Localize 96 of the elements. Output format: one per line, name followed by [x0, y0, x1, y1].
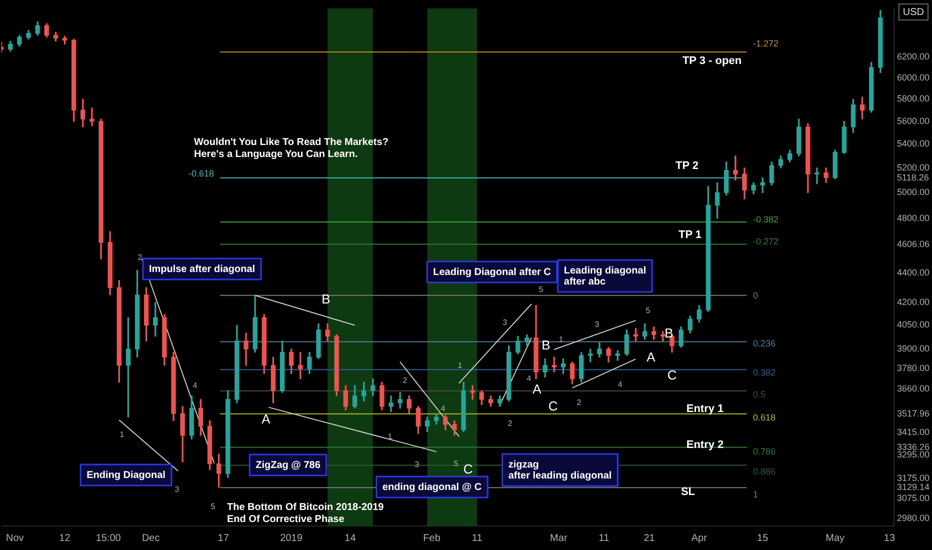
annotation: C	[463, 462, 473, 477]
x-tick-label: Feb	[423, 532, 441, 544]
annotation: 2	[138, 253, 143, 262]
annotation: 1	[120, 430, 125, 440]
annotation: 0.382	[753, 367, 776, 378]
x-tick-label: May	[826, 532, 845, 544]
y-tick-label: 5800.00	[897, 94, 930, 104]
annotation: A	[262, 412, 271, 427]
y-tick-label: 6200.00	[897, 52, 930, 62]
annotation: 2	[576, 398, 582, 408]
annotation: 1	[388, 432, 393, 442]
x-tick-label: Mar	[550, 532, 568, 544]
annotation: 0.618	[753, 412, 776, 422]
annotation: C	[667, 368, 677, 383]
x-tick-label: 14	[344, 532, 356, 544]
y-tick-label: 3295.00	[897, 450, 930, 460]
y-tick-label: 3780.00	[897, 363, 930, 374]
annotation: 3	[414, 460, 420, 470]
annotation: 3	[502, 318, 508, 328]
annotation: 4	[440, 404, 446, 414]
x-tick-label: Dec	[142, 532, 160, 544]
y-tick-label: 3175.00	[897, 472, 930, 483]
annotation: B	[542, 338, 550, 353]
x-tick-label: 17	[218, 532, 230, 544]
x-tick-label: 12	[59, 532, 71, 544]
x-tick-label: 15	[757, 532, 769, 544]
y-tick-label: 3336.26	[897, 442, 930, 452]
annotation: B	[664, 326, 674, 341]
y-tick-label: 3900.00	[897, 343, 930, 354]
annotation: -1.272	[753, 38, 779, 48]
annotation: A	[532, 382, 542, 397]
annotation: 3	[174, 485, 180, 494]
annotation: -0.382	[753, 214, 779, 224]
annotation: TP 1	[678, 229, 702, 242]
x-tick-label: 13	[884, 532, 896, 544]
annotation: 5	[646, 306, 651, 316]
annotation: 0.786	[753, 446, 776, 456]
y-tick-label: 4400.00	[897, 268, 930, 278]
y-tick-label: 5600.00	[897, 116, 930, 126]
annotation: A	[646, 350, 656, 365]
annotation: Entry 2	[686, 439, 724, 452]
annotation: Entry 1	[686, 403, 724, 416]
annotation: 0.5	[753, 389, 766, 400]
annotation: Impulse after diagonal	[148, 264, 256, 275]
annotation: 0.236	[753, 338, 776, 348]
annotation: TP 3 - open	[682, 55, 742, 68]
x-tick-label: 15:00	[96, 532, 122, 544]
annotation: Leading Diagonal after C	[433, 266, 551, 278]
y-tick-label: 3660.00	[897, 383, 930, 394]
annotation: 4	[618, 380, 623, 390]
y-tick-label: 5000.00	[897, 187, 930, 198]
annotation: 1	[753, 489, 758, 500]
annotation: 1	[458, 361, 463, 370]
x-tick-label: 21	[644, 532, 656, 544]
annotation: zigzag after leading diagonal	[508, 459, 612, 482]
annotation: 2	[508, 419, 513, 428]
annotation: C	[548, 398, 558, 414]
annotation: 0	[753, 290, 758, 300]
y-tick-label: 2980.00	[897, 512, 930, 523]
y-tick-label: 5118.26	[897, 172, 929, 182]
annotation: -0.618	[188, 168, 214, 178]
text: USD	[902, 6, 924, 18]
x-tick-label: 11	[472, 532, 483, 544]
y-tick-label: 3415.00	[897, 427, 930, 438]
x-tick-label: 2019	[280, 532, 303, 544]
annotation: 4	[526, 374, 532, 384]
annotation: 5	[538, 285, 544, 294]
y-tick-label: 6000.00	[897, 72, 930, 82]
y-tick-label: 5400.00	[897, 138, 930, 149]
x-tick-label: Apr	[691, 532, 708, 544]
y-tick-label: 4606.06	[897, 238, 930, 249]
annotation: B	[322, 292, 330, 307]
x-tick-label: 11	[598, 532, 610, 544]
annotation: 5	[210, 502, 216, 512]
annotation: ZigZag @ 786	[256, 460, 321, 471]
annotation: 3	[594, 320, 600, 330]
annotation: SL	[680, 486, 696, 498]
annotation: 0.886	[753, 466, 776, 476]
annotation: ending diagonal @ C	[382, 482, 482, 493]
annotation: Leading diagonal after abc	[564, 265, 646, 288]
y-tick-label: 5200.00	[897, 162, 930, 172]
y-tick-label: 3129.14	[897, 482, 930, 492]
annotation: Ending Diagonal	[86, 470, 166, 481]
y-tick-label: 4050.00	[897, 320, 930, 330]
y-tick-label: 3517.96	[897, 408, 930, 418]
annotation: Wouldn't You Like To Read The Markets? Here's a Language You Can Learn.	[194, 136, 388, 160]
y-tick-label: 3075.00	[897, 493, 930, 504]
annotation: TP 2	[675, 160, 699, 172]
annotation: 2	[402, 376, 408, 386]
y-tick-label: 4800.00	[897, 212, 930, 223]
annotation: The Bottom Of Bitcoin 2018-2019 End Of Corrective Phase	[227, 502, 384, 525]
x-tick-label: Nov	[6, 532, 24, 544]
y-tick-label: 4200.00	[897, 296, 930, 307]
annotation: 5	[454, 459, 459, 468]
annotation: 4	[192, 381, 198, 390]
annotation: -0.272	[753, 236, 779, 246]
